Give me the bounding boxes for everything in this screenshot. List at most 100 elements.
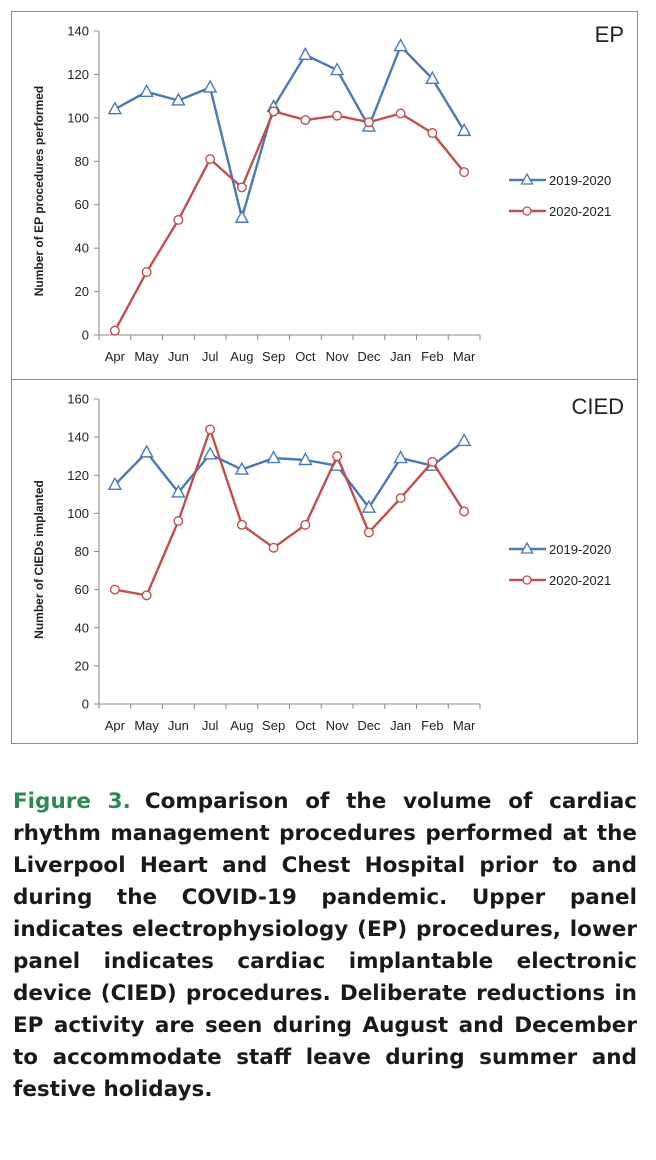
x-tick-label: Feb (421, 718, 443, 733)
data-point-circle (141, 590, 152, 601)
data-point-circle (332, 110, 343, 121)
data-point-triangle (393, 38, 408, 52)
x-tick-label: Sep (262, 718, 285, 733)
data-point-triangle (425, 70, 440, 84)
data-point-circle (268, 542, 279, 553)
data-point-triangle (171, 484, 186, 498)
y-tick-label: 140 (67, 24, 89, 39)
data-point-triangle (456, 432, 472, 447)
y-tick-label: 60 (75, 582, 89, 597)
y-tick-label: 120 (67, 67, 89, 82)
x-tick-label: Aug (230, 718, 253, 733)
y-tick-label: 80 (75, 154, 89, 169)
x-tick-label: Jun (168, 349, 189, 364)
y-tick-label: 160 (67, 392, 89, 407)
legend-label: 2019-2020 (549, 173, 611, 188)
y-tick-label: 100 (67, 506, 89, 521)
x-tick-label: Jul (202, 349, 219, 364)
data-point-circle (173, 516, 184, 527)
y-axis-label: Number of EP procedures performed (32, 86, 46, 297)
x-tick-label: Dec (357, 718, 381, 733)
data-point-triangle (202, 79, 218, 93)
data-point-triangle (202, 446, 218, 460)
data-point-triangle (234, 461, 250, 475)
x-tick-label: Jan (390, 718, 411, 733)
x-tick-label: Oct (295, 349, 316, 364)
x-tick-label: Aug (230, 349, 253, 364)
data-point-circle (395, 493, 406, 504)
x-tick-label: Mar (453, 349, 476, 364)
data-point-triangle (107, 476, 123, 490)
data-point-triangle (266, 450, 281, 464)
x-tick-label: Mar (453, 718, 476, 733)
data-point-circle (332, 451, 343, 462)
panel-divider (12, 379, 637, 380)
series-line-2019-2020 (114, 45, 466, 219)
x-tick-label: May (134, 718, 159, 733)
x-tick-label: Jan (390, 349, 411, 364)
series-line-2019-2020 (114, 439, 465, 509)
data-point-circle (236, 519, 247, 530)
y-tick-label: 40 (75, 241, 89, 256)
y-tick-label: 140 (67, 430, 89, 445)
y-tick-label: 0 (82, 328, 89, 343)
panel-title: EP (595, 22, 624, 47)
panel-title: CIED (571, 394, 624, 419)
x-tick-label: Jul (202, 718, 219, 733)
data-point-triangle (171, 92, 186, 106)
legend-label: 2020-2021 (549, 573, 611, 588)
y-tick-label: 120 (67, 468, 89, 483)
data-point-circle (173, 214, 184, 225)
x-tick-label: May (134, 349, 159, 364)
data-point-circle (268, 106, 279, 117)
x-tick-label: Nov (326, 349, 350, 364)
legend-label: 2019-2020 (549, 542, 611, 557)
data-point-triangle (139, 83, 154, 98)
x-tick-label: Nov (326, 718, 350, 733)
data-point-circle (395, 108, 406, 119)
y-tick-label: 20 (75, 284, 89, 299)
y-tick-label: 40 (75, 620, 89, 635)
x-tick-label: Oct (295, 718, 316, 733)
data-point-triangle (361, 499, 377, 513)
series-line-2020-2021 (113, 110, 466, 332)
data-point-circle (236, 182, 247, 193)
data-point-circle (363, 527, 374, 538)
chart-panel-cied: 0 20 40 60 80 100 120 140 160 Apr May Jun Jul Aug Sep O… (32, 392, 624, 734)
data-point-triangle (298, 452, 313, 466)
data-point-triangle (107, 101, 123, 115)
data-point-circle (427, 128, 438, 139)
x-tick-label: Feb (421, 349, 443, 364)
data-point-triangle (234, 209, 250, 223)
figure-frame: 0 20 40 60 80 100 120 140 Apr May Jun Jul Aug Sep Oct N… (11, 11, 638, 744)
data-point-circle (109, 325, 120, 336)
data-point-circle (459, 506, 470, 517)
data-point-circle (300, 519, 311, 530)
series-line-2020-2021 (114, 428, 466, 597)
y-tick-label: 0 (82, 697, 89, 712)
data-point-triangle (298, 46, 313, 61)
figure-caption: Figure 3. Comparison of the volume of car… (13, 786, 637, 1106)
data-point-circle (427, 456, 438, 467)
data-point-circle (205, 424, 216, 435)
data-point-circle (459, 167, 470, 178)
chart-canvas: 0 20 40 60 80 100 120 140 Apr May Jun Jul Aug Sep Oct N… (32, 22, 624, 734)
data-point-circle (363, 117, 374, 128)
x-tick-label: Dec (357, 349, 381, 364)
x-tick-label: Apr (105, 349, 126, 364)
legend-marker-circle (522, 206, 532, 216)
y-tick-label: 100 (67, 110, 89, 125)
y-axis-label: Number of CIEDs implanted (32, 480, 46, 639)
chart-panel-ep: 0 20 40 60 80 100 120 140 Apr May Jun Jul Aug Sep Oct N… (32, 22, 624, 364)
data-point-triangle (456, 122, 472, 137)
data-point-triangle (139, 444, 154, 458)
y-tick-label: 60 (75, 197, 89, 212)
y-tick-label: 80 (75, 544, 89, 559)
legend-marker-circle (522, 575, 532, 585)
x-tick-label: Sep (262, 349, 285, 364)
legend-marker-triangle (520, 541, 534, 554)
legend-label: 2020-2021 (549, 204, 611, 219)
data-point-circle (141, 267, 152, 278)
data-point-circle (109, 584, 120, 595)
x-tick-label: Jun (168, 718, 189, 733)
